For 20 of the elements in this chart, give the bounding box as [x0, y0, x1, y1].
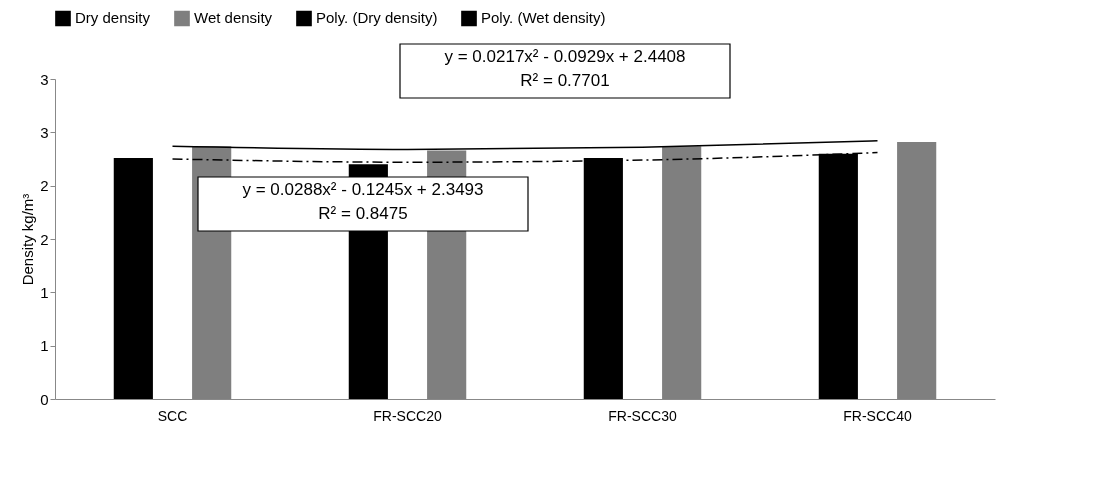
y-tick-label: 2: [40, 230, 49, 248]
legend-label: Wet density: [194, 9, 273, 27]
y-tick-label: 2: [40, 177, 49, 195]
legend-label: Poly. (Dry density): [316, 9, 438, 27]
y-tick-label: 1: [40, 283, 49, 301]
legend-label: Dry density: [75, 9, 151, 27]
y-tick-label: 1: [40, 337, 49, 355]
annotation: y = 0.0217x² - 0.0929x + 2.4408 R² = 0.7701: [444, 47, 686, 90]
annotation: y = 0.0288x² - 0.1245x + 2.3493 R² = 0.8475: [242, 180, 484, 223]
x-tick-label: FR-SCC40: [843, 407, 912, 424]
bar: [113, 157, 153, 399]
legend-label: Poly. (Wet density): [481, 9, 606, 27]
x-tick-label: FR-SCC20: [373, 407, 442, 424]
y-tick-label: 3: [40, 70, 49, 88]
y-tick-label: 0: [40, 390, 49, 408]
x-tick-label: SCC: [157, 407, 188, 424]
y-axis-title: Density kg/m³: [19, 193, 37, 286]
x-tick-label: FR-SCC30: [608, 407, 677, 424]
line-series: [171, 140, 879, 151]
y-tick-label: 3: [40, 123, 49, 141]
